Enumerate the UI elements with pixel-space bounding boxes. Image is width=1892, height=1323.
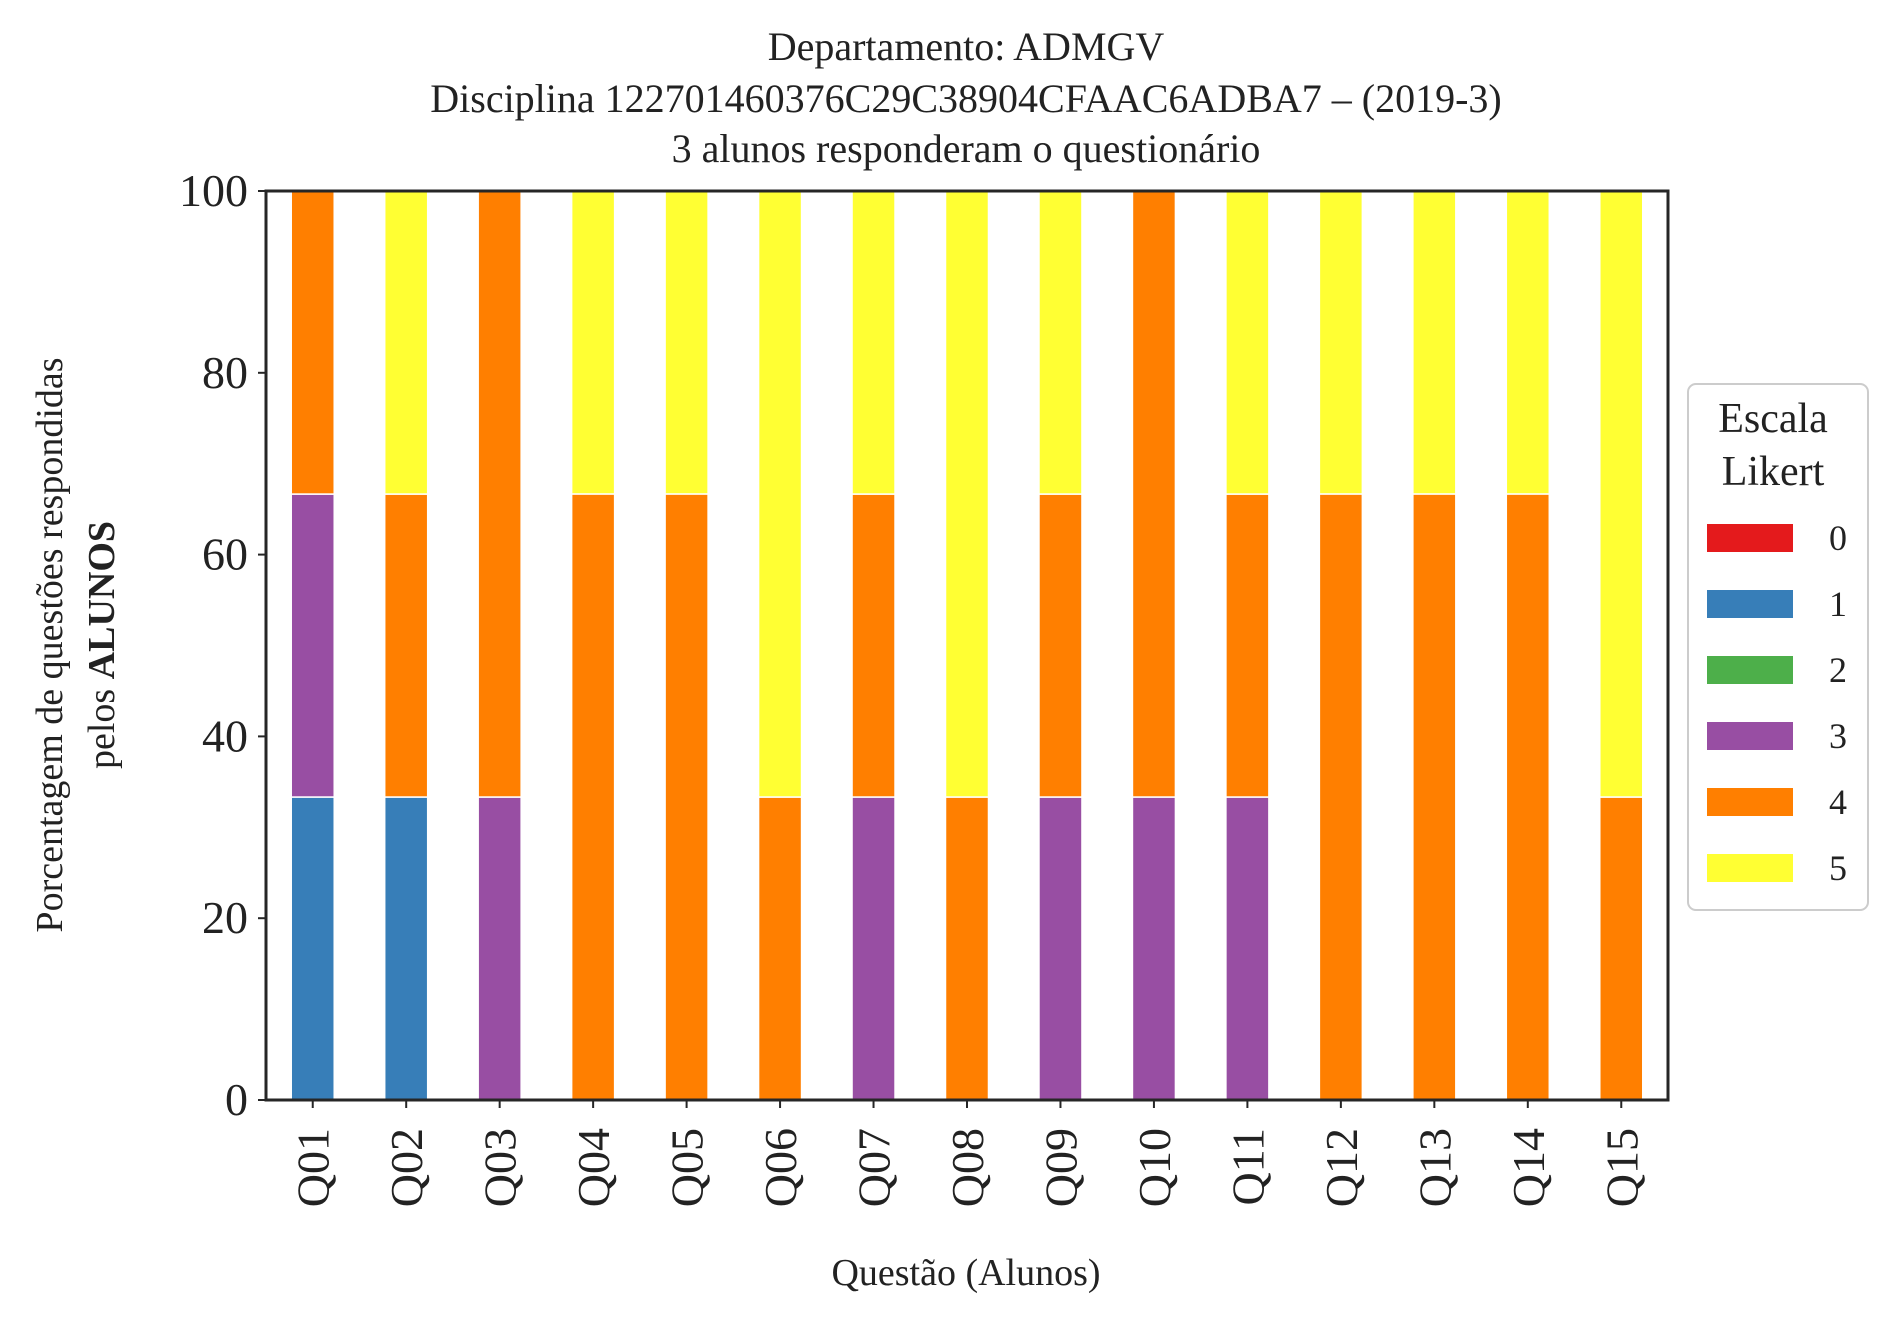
legend-swatch-3 bbox=[1707, 722, 1793, 750]
x-tick-label-Q03: Q03 bbox=[475, 1128, 526, 1207]
legend-label-2: 2 bbox=[1829, 650, 1847, 690]
y-tick-label-20: 20 bbox=[202, 892, 248, 943]
legend-swatch-4 bbox=[1707, 788, 1793, 816]
y-axis-label: Porcentagem de questões respondidas pelo… bbox=[29, 357, 123, 932]
chart-title-line-2: Disciplina 122701460376C29C38904CFAAC6AD… bbox=[430, 76, 1501, 121]
bar-Q09-likert-5 bbox=[1038, 190, 1083, 495]
bar-Q02-likert-4 bbox=[383, 493, 429, 798]
legend-swatch-5 bbox=[1707, 854, 1793, 882]
bar-Q06-likert-5 bbox=[757, 190, 803, 798]
bar-Q09-likert-3 bbox=[1038, 796, 1083, 1101]
bar-Q15-likert-4 bbox=[1599, 796, 1644, 1101]
y-axis-label-bold: ALUNOS bbox=[81, 521, 123, 679]
bar-Q02-likert-5 bbox=[383, 190, 429, 495]
y-axis-ticks: 0 20 40 60 80 100 bbox=[179, 165, 266, 1125]
bar-Q08-likert-4 bbox=[944, 796, 990, 1101]
legend-box bbox=[1687, 383, 1869, 911]
x-tick-label-Q02: Q02 bbox=[381, 1128, 432, 1207]
chart-title-line-3: 3 alunos responderam o questionário bbox=[672, 126, 1261, 171]
x-tick-label-Q06: Q06 bbox=[755, 1128, 806, 1207]
bar-Q14-likert-5 bbox=[1505, 190, 1551, 495]
chart-title-line-1: Departamento: ADMGV bbox=[768, 24, 1165, 69]
bar-Q15-likert-5 bbox=[1599, 190, 1644, 798]
x-tick-label-Q15: Q15 bbox=[1596, 1128, 1647, 1207]
bar-Q07-likert-3 bbox=[851, 796, 896, 1101]
bar-Q03-likert-3 bbox=[477, 796, 522, 1101]
legend-title-line-1: Escala bbox=[1718, 396, 1828, 442]
bar-Q13-likert-5 bbox=[1412, 190, 1457, 495]
bar-Q10-likert-3 bbox=[1131, 796, 1177, 1101]
legend-label-0: 0 bbox=[1829, 518, 1847, 558]
bar-Q09-likert-4 bbox=[1038, 493, 1083, 798]
y-axis-label-prefix: pelos bbox=[81, 679, 123, 769]
bar-Q11-likert-5 bbox=[1225, 190, 1270, 495]
y-axis-label-line-2: pelos ALUNOS bbox=[81, 521, 123, 769]
bar-Q13-likert-4 bbox=[1412, 493, 1457, 1101]
y-tick-label-100: 100 bbox=[179, 165, 248, 216]
y-axis-label-line-1: Porcentagem de questões respondidas bbox=[29, 357, 71, 932]
y-tick-label-80: 80 bbox=[202, 347, 248, 398]
bar-Q02-likert-1 bbox=[383, 796, 429, 1101]
x-tick-label-Q08: Q08 bbox=[942, 1128, 993, 1207]
x-tick-label-Q09: Q09 bbox=[1035, 1128, 1086, 1207]
bar-Q07-likert-5 bbox=[851, 190, 896, 495]
bar-Q04-likert-5 bbox=[570, 190, 616, 495]
bar-Q11-likert-3 bbox=[1225, 796, 1270, 1101]
y-tick-label-40: 40 bbox=[202, 710, 248, 761]
bar-Q10-likert-4 bbox=[1131, 190, 1177, 798]
legend-label-1: 1 bbox=[1829, 584, 1847, 624]
legend-entries: 0 1 2 3 4 5 bbox=[1707, 518, 1847, 888]
bar-Q05-likert-4 bbox=[664, 493, 709, 1101]
bar-Q01-likert-1 bbox=[290, 796, 335, 1101]
bar-Q07-likert-4 bbox=[851, 493, 896, 798]
x-tick-label-Q11: Q11 bbox=[1222, 1128, 1273, 1206]
y-tick-label-60: 60 bbox=[202, 529, 248, 580]
legend-label-4: 4 bbox=[1829, 782, 1847, 822]
bar-Q05-likert-5 bbox=[664, 190, 709, 495]
bar-Q12-likert-5 bbox=[1318, 190, 1364, 495]
x-tick-label-Q13: Q13 bbox=[1409, 1128, 1460, 1207]
legend-label-5: 5 bbox=[1829, 848, 1847, 888]
bar-Q01-likert-4 bbox=[290, 190, 335, 495]
bar-Q12-likert-4 bbox=[1318, 493, 1364, 1101]
y-tick-label-0: 0 bbox=[225, 1074, 248, 1125]
x-axis-label: Questão (Alunos) bbox=[831, 1252, 1100, 1294]
x-tick-label-Q04: Q04 bbox=[568, 1128, 619, 1207]
legend-swatch-1 bbox=[1707, 590, 1793, 618]
x-tick-label-Q01: Q01 bbox=[288, 1128, 339, 1207]
legend-label-3: 3 bbox=[1829, 716, 1847, 756]
bar-Q01-likert-3 bbox=[290, 493, 335, 798]
bar-Q04-likert-4 bbox=[570, 493, 616, 1101]
bar-Q11-likert-4 bbox=[1225, 493, 1270, 798]
x-tick-label-Q07: Q07 bbox=[849, 1128, 900, 1207]
legend-swatch-2 bbox=[1707, 656, 1793, 684]
chart-title: Departamento: ADMGV Disciplina 122701460… bbox=[430, 24, 1501, 171]
x-tick-label-Q14: Q14 bbox=[1503, 1128, 1554, 1207]
bars-layer bbox=[290, 190, 1644, 1101]
bar-Q14-likert-4 bbox=[1505, 493, 1551, 1101]
legend-swatch-0 bbox=[1707, 524, 1793, 552]
bar-Q03-likert-4 bbox=[477, 190, 522, 798]
bar-Q06-likert-4 bbox=[757, 796, 803, 1101]
legend: Escala Likert 0 1 2 3 4 5 bbox=[1687, 383, 1869, 911]
x-tick-label-Q12: Q12 bbox=[1316, 1128, 1367, 1207]
x-axis-ticks: Q01 Q02 Q03 Q04 Q05 Q06 Q07 Q08 Q09 Q10 Q11 Q12 Q13 Q… bbox=[288, 1100, 1647, 1207]
bar-Q08-likert-5 bbox=[944, 190, 990, 798]
legend-title-line-2: Likert bbox=[1722, 449, 1825, 495]
x-tick-label-Q05: Q05 bbox=[662, 1128, 713, 1207]
x-tick-label-Q10: Q10 bbox=[1129, 1128, 1180, 1207]
